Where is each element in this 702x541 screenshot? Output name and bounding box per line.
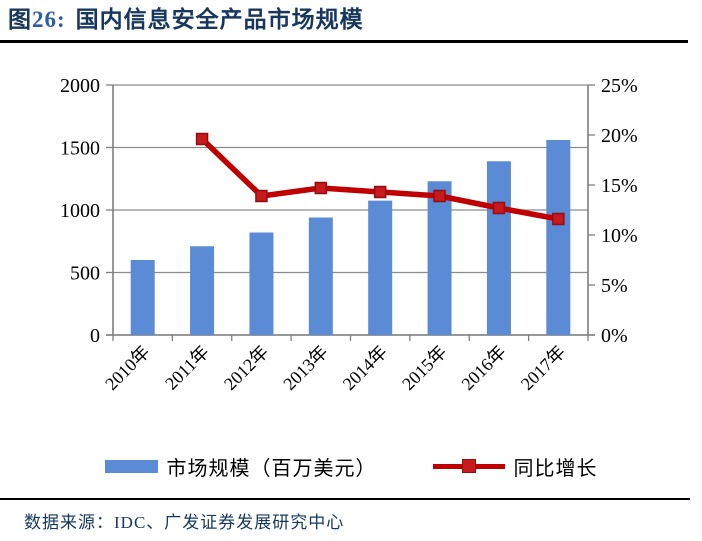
figure-header: 图26: 国内信息安全产品市场规模 [0,0,688,43]
growth-marker-2016年 [492,201,506,215]
bar-2017年 [546,140,571,335]
data-source-text: 数据来源：IDC、广发证券发展研究中心 [24,513,345,532]
legend-label-yoy-growth: 同比增长 [513,457,598,480]
chart-area: 0 500 1000 1500 2000 0% 5% 10% 15% 20% 25% 2010年 201… [0,43,702,440]
figure-title: 图26: 国内信息安全产品市场规模 [8,7,364,32]
x-axis-label: 2017年 [517,342,569,394]
growth-marker-2012年 [255,189,268,203]
growth-marker-2014年 [373,185,387,199]
right-axis-label: 15% [601,175,638,197]
bar-2015年 [427,181,452,335]
left-axis-label: 1500 [60,138,100,160]
right-axis-label: 5% [601,275,628,297]
legend-item-market-scale: 市场规模（百万美元） [104,452,377,481]
figure-title-text: 国内信息安全产品市场规模 [75,7,364,32]
x-axis-label: 2015年 [398,342,450,394]
left-axis-label: 0 [90,325,100,347]
line-series-swatch-icon [432,459,505,473]
growth-marker-2017年 [552,212,565,226]
x-axis-label: 2016年 [457,342,509,394]
right-axis-label: 20% [601,125,638,147]
x-axis-label: 2010年 [101,342,153,394]
x-axis-label: 2012年 [220,342,272,394]
figure-title-prefix: 图 [8,7,32,32]
left-axis-label: 2000 [60,75,100,97]
bar-2016年 [486,161,511,335]
bar-series-swatch-icon [104,459,158,473]
figure-footer: 数据来源：IDC、广发证券发展研究中心 [0,498,690,533]
bar-2010年 [130,260,155,335]
bar-2013年 [308,217,333,335]
growth-marker-2011年 [195,132,209,146]
right-axis-label: 0% [601,325,628,347]
bar-2012年 [249,232,274,335]
left-axis-label: 1000 [60,200,100,222]
right-axis-label: 25% [601,75,638,97]
growth-marker-2013年 [314,181,328,195]
bar-2014年 [368,200,393,335]
x-axis-label: 2014年 [339,342,391,394]
x-axis-label: 2013年 [279,342,331,394]
legend-label-market-scale: 市场规模（百万美元） [166,457,377,480]
growth-marker-2015年 [433,189,446,203]
chart-legend: 市场规模（百万美元） 同比增长 [0,448,702,484]
bar-2011年 [190,246,215,335]
left-axis-label: 500 [70,263,100,285]
right-axis-label: 10% [601,225,638,247]
x-axis-label: 2011年 [161,342,213,394]
figure-number: 26: [32,7,66,32]
legend-item-yoy-growth: 同比增长 [432,452,598,481]
